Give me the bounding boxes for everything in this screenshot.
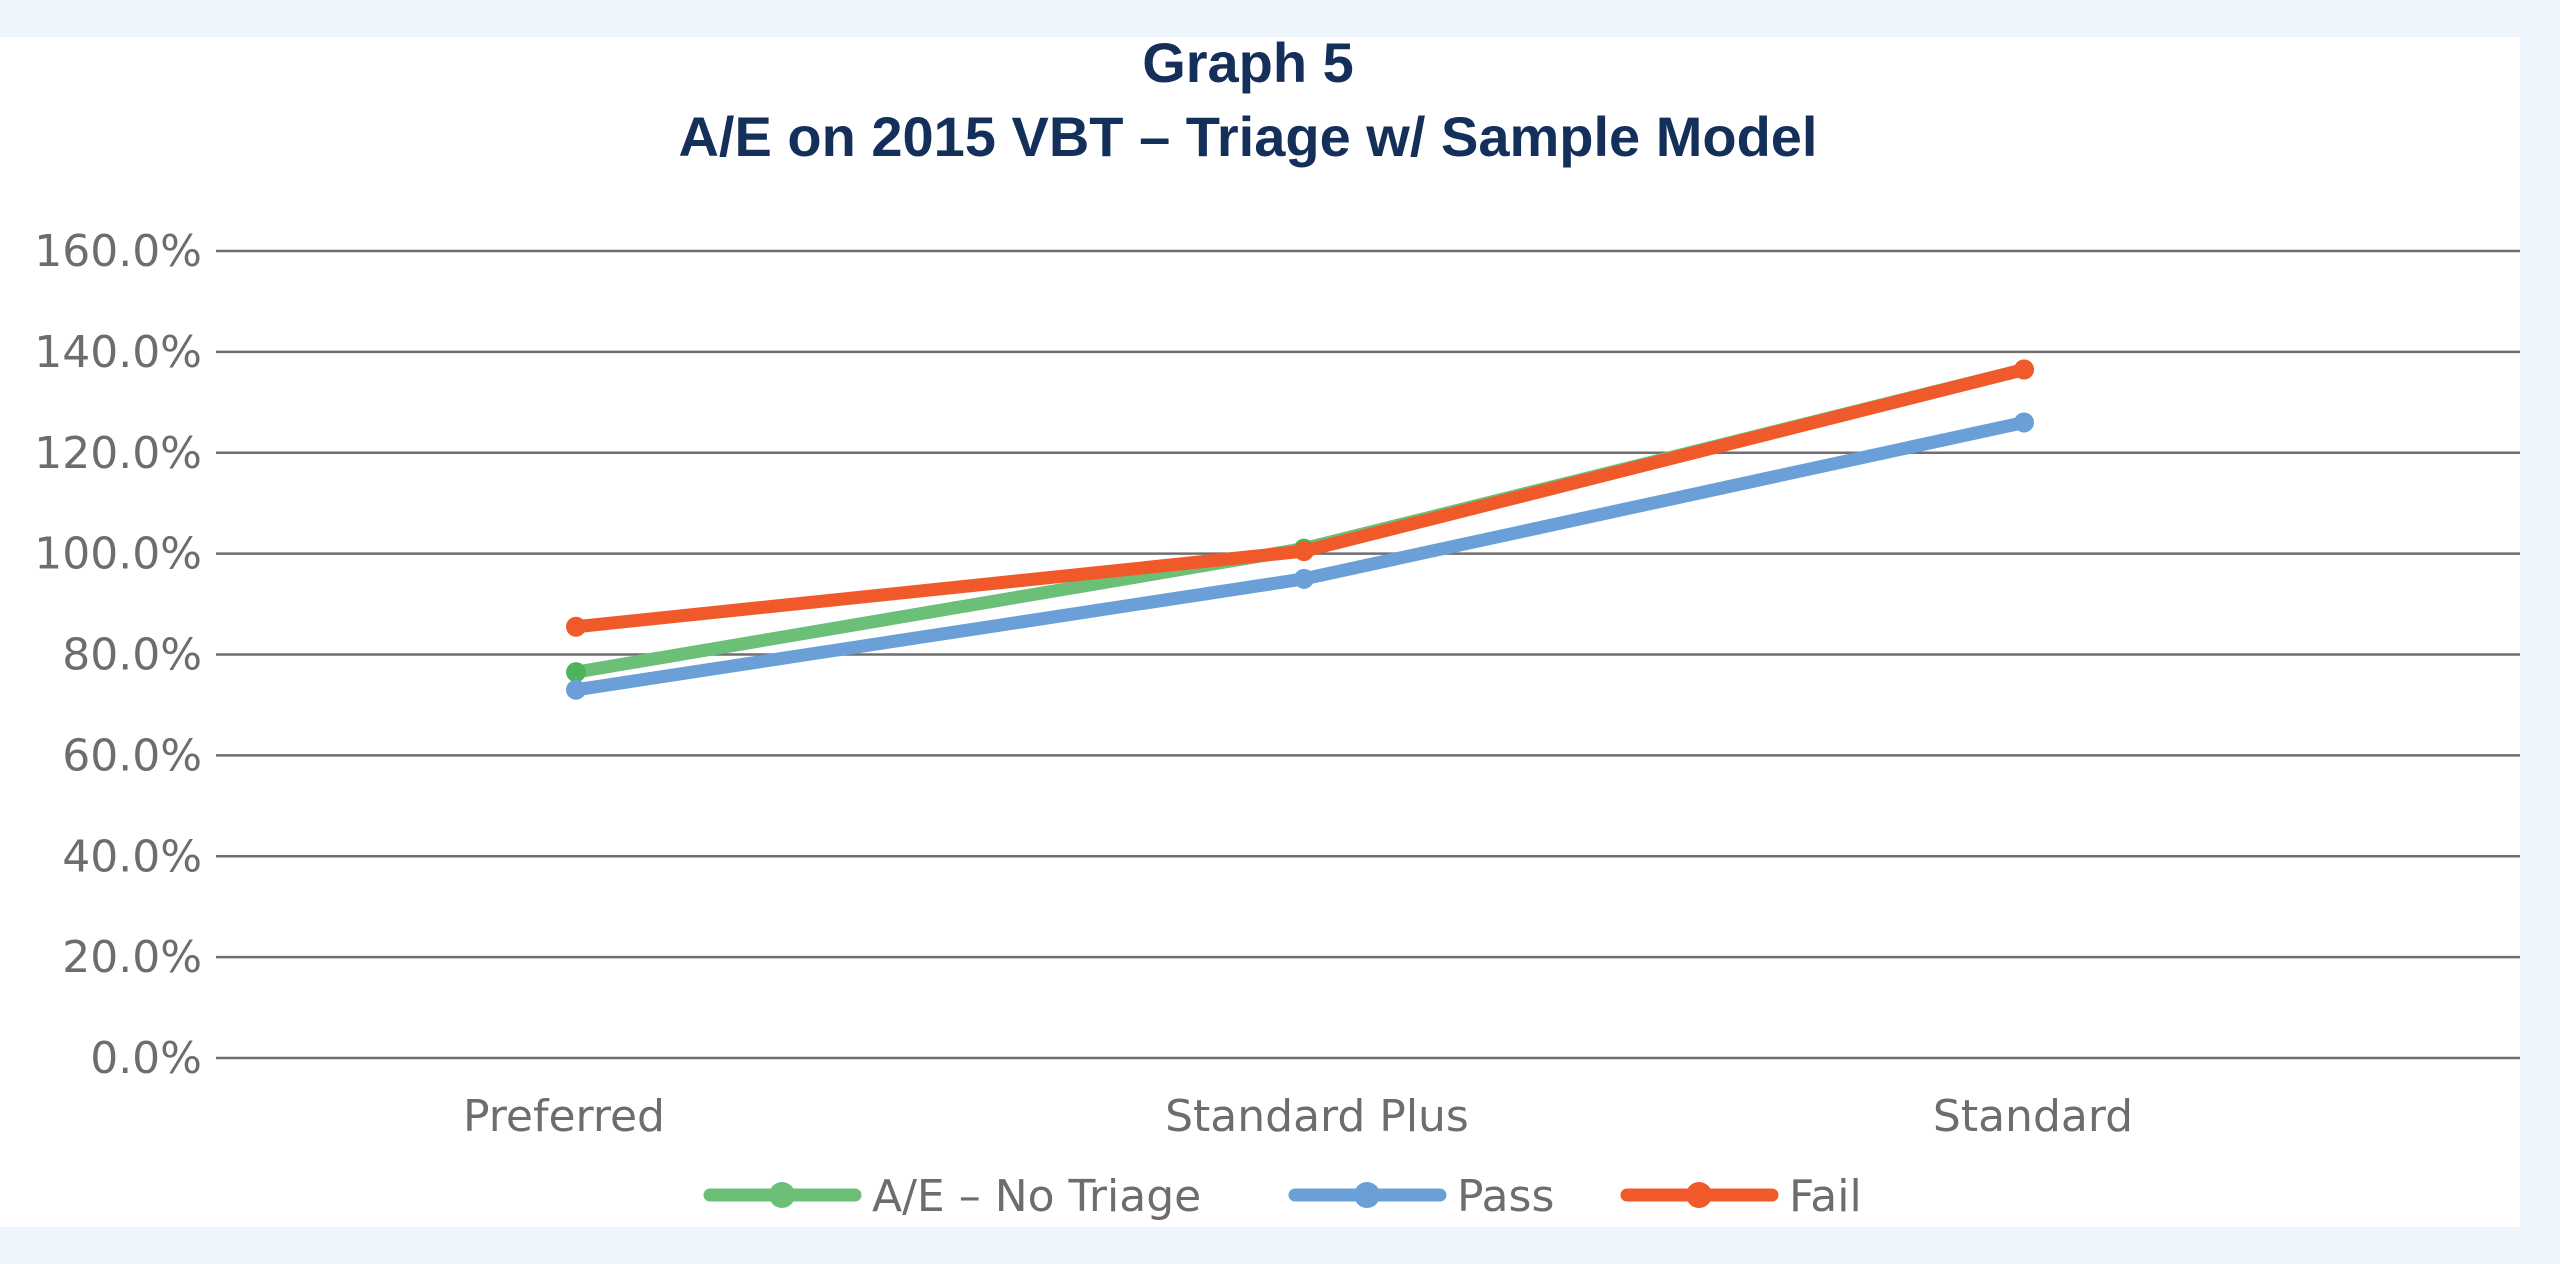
legend-marker — [769, 1182, 795, 1208]
legend: A/E – No Triage Pass Fail — [703, 1171, 1862, 1222]
chart-subtitle: A/E on 2015 VBT – Triage w/ Sample Model — [678, 105, 1817, 168]
y-tick-label: 0.0% — [90, 1033, 202, 1084]
legend-label: Fail — [1789, 1171, 1862, 1222]
legend-marker — [1686, 1182, 1712, 1208]
x-tick-label: Standard Plus — [1165, 1091, 1469, 1142]
y-tick-label: 120.0% — [34, 428, 202, 479]
series-line-0 — [569, 363, 2031, 679]
data-point — [1294, 541, 1314, 562]
y-tick-label: 80.0% — [62, 630, 202, 681]
y-tick-label: 60.0% — [62, 730, 202, 781]
data-point — [2014, 359, 2034, 380]
y-tick-label: 20.0% — [62, 932, 202, 983]
series-lines — [566, 359, 2034, 700]
gridlines — [216, 249, 2520, 1060]
x-tick-label: Standard — [1933, 1091, 2133, 1142]
legend-label: Pass — [1457, 1171, 1554, 1222]
y-tick-label: 140.0% — [34, 327, 202, 378]
series-line-2 — [569, 363, 2031, 634]
x-tick-label: Preferred — [463, 1091, 665, 1142]
x-axis-ticks: Preferred Standard Plus Standard — [463, 1091, 2133, 1142]
chart-panel — [0, 37, 2520, 1227]
data-point — [566, 679, 586, 700]
chart-title: Graph 5 — [1142, 31, 1354, 94]
y-tick-label: 40.0% — [62, 831, 202, 882]
y-axis-ticks: 0.0% 20.0% 40.0% 60.0% 80.0% 100.0% 120.0% 140.… — [34, 226, 202, 1084]
data-point — [1294, 568, 1314, 589]
legend-label: A/E – No Triage — [872, 1171, 1201, 1222]
y-tick-label: 100.0% — [34, 529, 202, 580]
legend-marker — [1354, 1182, 1380, 1208]
data-point — [566, 616, 586, 637]
y-tick-label: 160.0% — [34, 226, 202, 277]
data-point — [2014, 412, 2034, 433]
data-point — [566, 662, 586, 683]
